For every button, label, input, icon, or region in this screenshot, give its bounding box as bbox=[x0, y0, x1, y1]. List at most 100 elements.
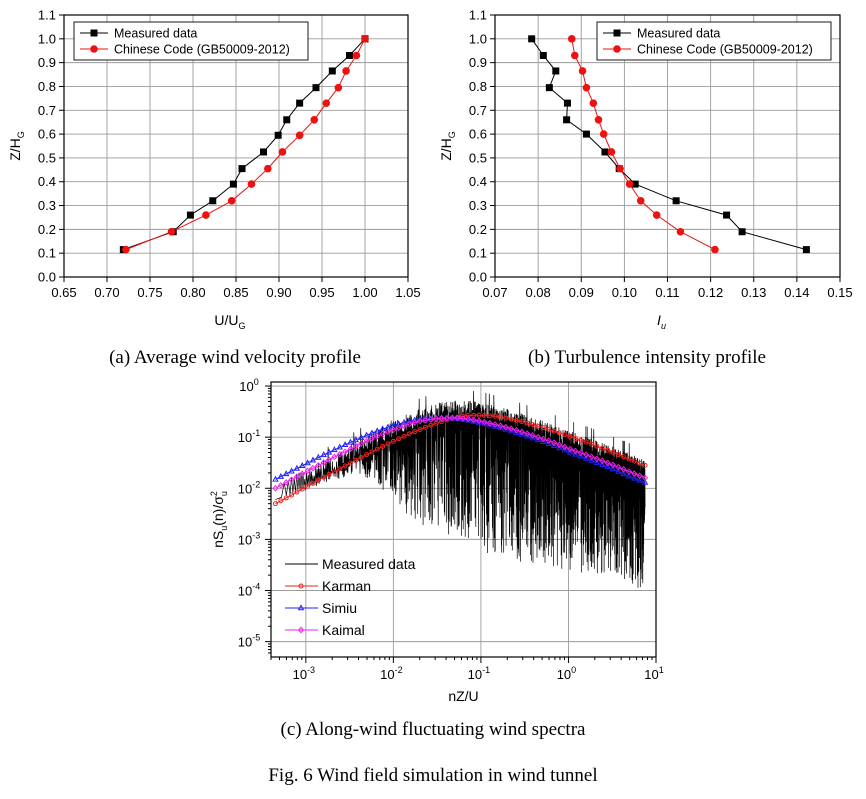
model-point bbox=[400, 422, 408, 430]
data-point bbox=[567, 35, 576, 43]
model-point bbox=[642, 462, 648, 468]
model-point bbox=[487, 413, 493, 419]
data-point bbox=[209, 197, 217, 205]
data-point bbox=[186, 211, 194, 219]
data-point bbox=[601, 148, 609, 156]
model-point bbox=[309, 456, 317, 463]
x-tick-label: 0.09 bbox=[569, 285, 594, 300]
x-tick-label: 10-2 bbox=[380, 665, 402, 682]
data-point bbox=[539, 51, 547, 59]
data-point bbox=[676, 227, 685, 236]
model-point bbox=[641, 478, 649, 485]
model-point bbox=[310, 480, 316, 486]
model-point bbox=[320, 459, 327, 466]
model-point bbox=[615, 452, 621, 458]
data-point bbox=[229, 180, 237, 188]
model-point bbox=[476, 412, 482, 418]
x-axis-label: U/UG bbox=[214, 312, 245, 331]
model-point bbox=[384, 428, 392, 436]
model-point bbox=[529, 434, 536, 441]
data-point bbox=[652, 211, 661, 219]
model-point bbox=[621, 454, 627, 460]
legend-marker bbox=[90, 45, 98, 53]
model-point bbox=[283, 495, 289, 501]
model-point bbox=[390, 426, 397, 434]
model-point bbox=[609, 461, 617, 469]
y-tick-label: 10-2 bbox=[238, 479, 260, 496]
y-tick-label: 0.8 bbox=[469, 79, 487, 94]
model-point bbox=[395, 424, 402, 432]
y-tick-label: 0.5 bbox=[469, 150, 487, 165]
model-point bbox=[309, 464, 317, 472]
model-point bbox=[583, 439, 589, 445]
model-point bbox=[631, 458, 637, 464]
plot-frame bbox=[63, 14, 409, 278]
x-tick-label: 0.65 bbox=[51, 285, 76, 300]
model-point bbox=[358, 440, 365, 448]
x-tick-label: 0.13 bbox=[741, 285, 766, 300]
legend-label: Kaimal bbox=[322, 622, 365, 638]
y-tick-label: 0.0 bbox=[38, 270, 56, 285]
model-point bbox=[518, 428, 525, 436]
y-tick-label: 0.1 bbox=[38, 246, 56, 261]
data-point bbox=[599, 130, 608, 138]
model-point bbox=[401, 433, 407, 439]
data-point bbox=[334, 83, 343, 92]
y-tick-label: 0.7 bbox=[38, 103, 56, 118]
model-point bbox=[567, 434, 573, 440]
model-point bbox=[513, 426, 520, 434]
model-point bbox=[497, 414, 503, 420]
model-point bbox=[454, 414, 461, 422]
x-tick-label: 0.14 bbox=[784, 285, 809, 300]
model-point bbox=[545, 437, 552, 445]
x-tick-label: 0.70 bbox=[94, 285, 119, 300]
model-point bbox=[352, 436, 360, 443]
model-point bbox=[604, 463, 611, 470]
y-axis-label: nSu(n)/σ2u bbox=[209, 491, 229, 548]
model-point bbox=[331, 446, 338, 453]
y-tick-label: 0.4 bbox=[38, 174, 56, 189]
model-point bbox=[305, 483, 311, 489]
model-point bbox=[599, 445, 605, 451]
x-tick-label: 0.90 bbox=[266, 285, 291, 300]
model-point bbox=[347, 445, 354, 453]
model-point bbox=[299, 470, 306, 478]
y-tick-label: 10-5 bbox=[238, 633, 260, 650]
model-point bbox=[492, 413, 498, 419]
y-tick-label: 0.1 bbox=[469, 246, 487, 261]
data-point bbox=[278, 148, 287, 156]
series-line-0 bbox=[531, 38, 807, 251]
x-tick-label: 0.15 bbox=[827, 285, 852, 300]
y-tick-label: 0.3 bbox=[38, 198, 56, 213]
x-axis-label: nZ/U bbox=[448, 688, 478, 704]
model-point bbox=[363, 431, 370, 438]
model-point bbox=[572, 447, 579, 455]
model-point bbox=[556, 444, 563, 451]
model-point bbox=[325, 448, 333, 455]
model-point bbox=[465, 415, 472, 423]
y-tick-label: 0.5 bbox=[38, 150, 56, 165]
x-tick-label: 10-1 bbox=[468, 665, 490, 682]
model-point bbox=[272, 501, 278, 507]
series-line-1 bbox=[571, 38, 716, 251]
model-point bbox=[325, 456, 333, 464]
model-point bbox=[364, 452, 370, 458]
y-tick-label: 10-3 bbox=[238, 530, 260, 547]
model-point bbox=[299, 486, 305, 492]
model-point bbox=[556, 430, 562, 436]
model-point bbox=[288, 467, 295, 474]
turbulence-profile-chart: 0.07 0.08 0.09 0.10 0.11 0.12 0.13 0.14 0.15 0.0 0… bbox=[438, 8, 853, 332]
model-point bbox=[626, 456, 632, 462]
y-tick-label: 0.4 bbox=[469, 174, 487, 189]
model-point bbox=[321, 474, 327, 480]
model-point bbox=[582, 454, 590, 461]
legend-marker bbox=[298, 583, 304, 589]
model-point bbox=[427, 416, 434, 423]
x-tick-label: 0.11 bbox=[655, 285, 679, 300]
model-point bbox=[598, 461, 606, 468]
data-point bbox=[322, 99, 331, 107]
data-point bbox=[578, 67, 587, 75]
model-point bbox=[641, 474, 649, 482]
data-point bbox=[238, 165, 246, 173]
